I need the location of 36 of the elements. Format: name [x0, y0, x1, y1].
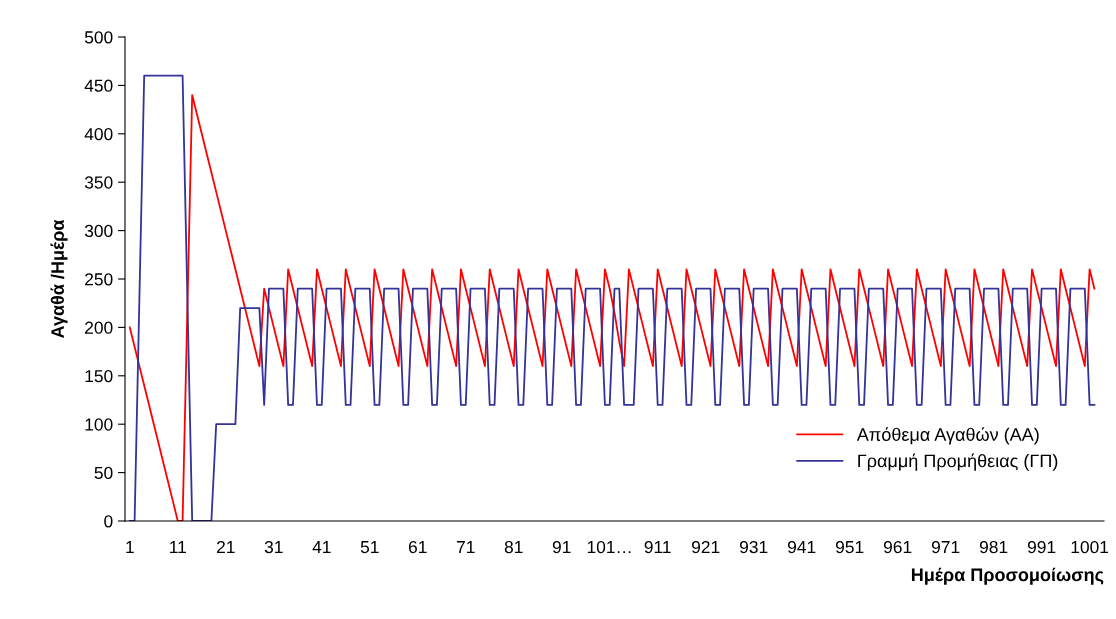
x-tick-label: 91	[552, 540, 571, 554]
y-tick-label: 500	[84, 31, 113, 44]
x-tick-label: 931	[740, 540, 768, 554]
x-tick-label: 41	[312, 541, 331, 554]
x-tick-label: 911	[644, 540, 671, 554]
y-tick-label: 150	[85, 369, 113, 383]
y-tick-label: 350	[84, 176, 113, 189]
x-tick-label: 71	[456, 541, 475, 554]
y-tick-label: 400	[84, 127, 113, 141]
x-tick-label: 31	[264, 540, 283, 554]
y-tick-label: 300	[84, 224, 113, 238]
x-tick-label: 11	[170, 541, 186, 554]
x-tick-label: 51	[360, 541, 379, 554]
y-tick-label: 200	[85, 321, 113, 334]
x-tick-label: 941	[787, 540, 816, 554]
x-tick-label: 961	[883, 540, 912, 554]
x-tick-label: 101…	[587, 540, 631, 554]
y-tick-label: 50	[94, 466, 113, 480]
y-tick-label: 250	[85, 273, 113, 286]
y-tick-label: 450	[84, 79, 113, 92]
x-tick-label: 1001	[1071, 540, 1109, 554]
x-tick-label: 921	[692, 540, 720, 554]
x-axis-title: Ημέρα Προσομοίωσης	[911, 567, 1104, 585]
x-tick-label: 21	[217, 540, 235, 554]
x-tick-label: 61	[408, 540, 427, 554]
x-tick-label: 951	[835, 540, 864, 554]
legend-label: Απόθεμα Αγαθών (ΑΑ)	[856, 427, 1039, 445]
legend-label: Γραμμή Προμήθειας (ΓΠ)	[858, 453, 1058, 471]
x-tick-label: 1	[126, 541, 134, 554]
y-tick-label: 100	[85, 418, 113, 431]
x-tick-label: 991	[1027, 540, 1056, 554]
x-tick-label: 981	[979, 540, 1008, 554]
x-tick-label: 971	[931, 540, 960, 554]
y-axis-title: Αγαθά /Ημέρα	[50, 219, 68, 338]
x-tick-label: 81	[504, 540, 523, 554]
y-tick-label: 0	[104, 515, 113, 528]
